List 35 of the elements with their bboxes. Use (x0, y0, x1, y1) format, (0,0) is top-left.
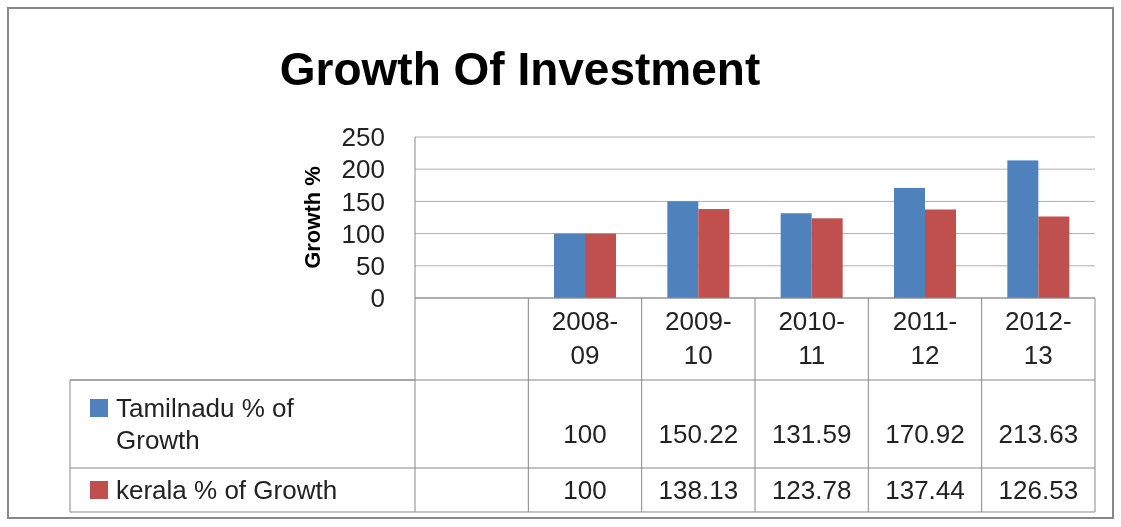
x-tick-label: 2012-13 (1005, 306, 1072, 370)
data-label: 138.13 (658, 475, 739, 506)
y-tick-label: 0 (370, 283, 385, 314)
x-tick-label: 2011-12 (892, 306, 958, 370)
bar (667, 201, 699, 298)
y-tick-label: 250 (341, 122, 385, 153)
bar (780, 213, 812, 298)
data-label: 213.63 (998, 419, 1079, 450)
bar (925, 209, 956, 298)
x-tick-label: 2008-09 (551, 306, 619, 370)
data-label: 170.92 (885, 419, 965, 450)
y-tick-label: 50 (356, 250, 385, 281)
data-label: 123.78 (771, 475, 852, 506)
bar (894, 187, 925, 298)
y-tick-label: 200 (341, 154, 385, 185)
bar (585, 233, 616, 298)
bar (811, 218, 843, 298)
data-label: 100 (563, 475, 607, 506)
y-tick-label: 150 (341, 186, 385, 217)
bar (554, 233, 585, 298)
chart-title: Growth Of Investment (279, 43, 761, 95)
bar (1038, 216, 1070, 298)
bar (698, 209, 730, 298)
data-label: 100 (563, 419, 607, 450)
legend-label: kerala % of Growth (116, 475, 338, 506)
legend-label: Tamilnadu % of Growth (116, 393, 295, 456)
bar (1007, 160, 1039, 298)
data-label: 150.22 (658, 419, 739, 450)
y-tick-label: 100 (341, 218, 385, 249)
x-tick-label: 2010-11 (778, 306, 845, 370)
y-axis-title: Growth % (300, 166, 325, 269)
x-tick-label: 2009-10 (665, 306, 732, 370)
data-label: 137.44 (885, 475, 965, 506)
data-label: 126.53 (998, 475, 1079, 506)
data-label: 131.59 (771, 419, 852, 450)
